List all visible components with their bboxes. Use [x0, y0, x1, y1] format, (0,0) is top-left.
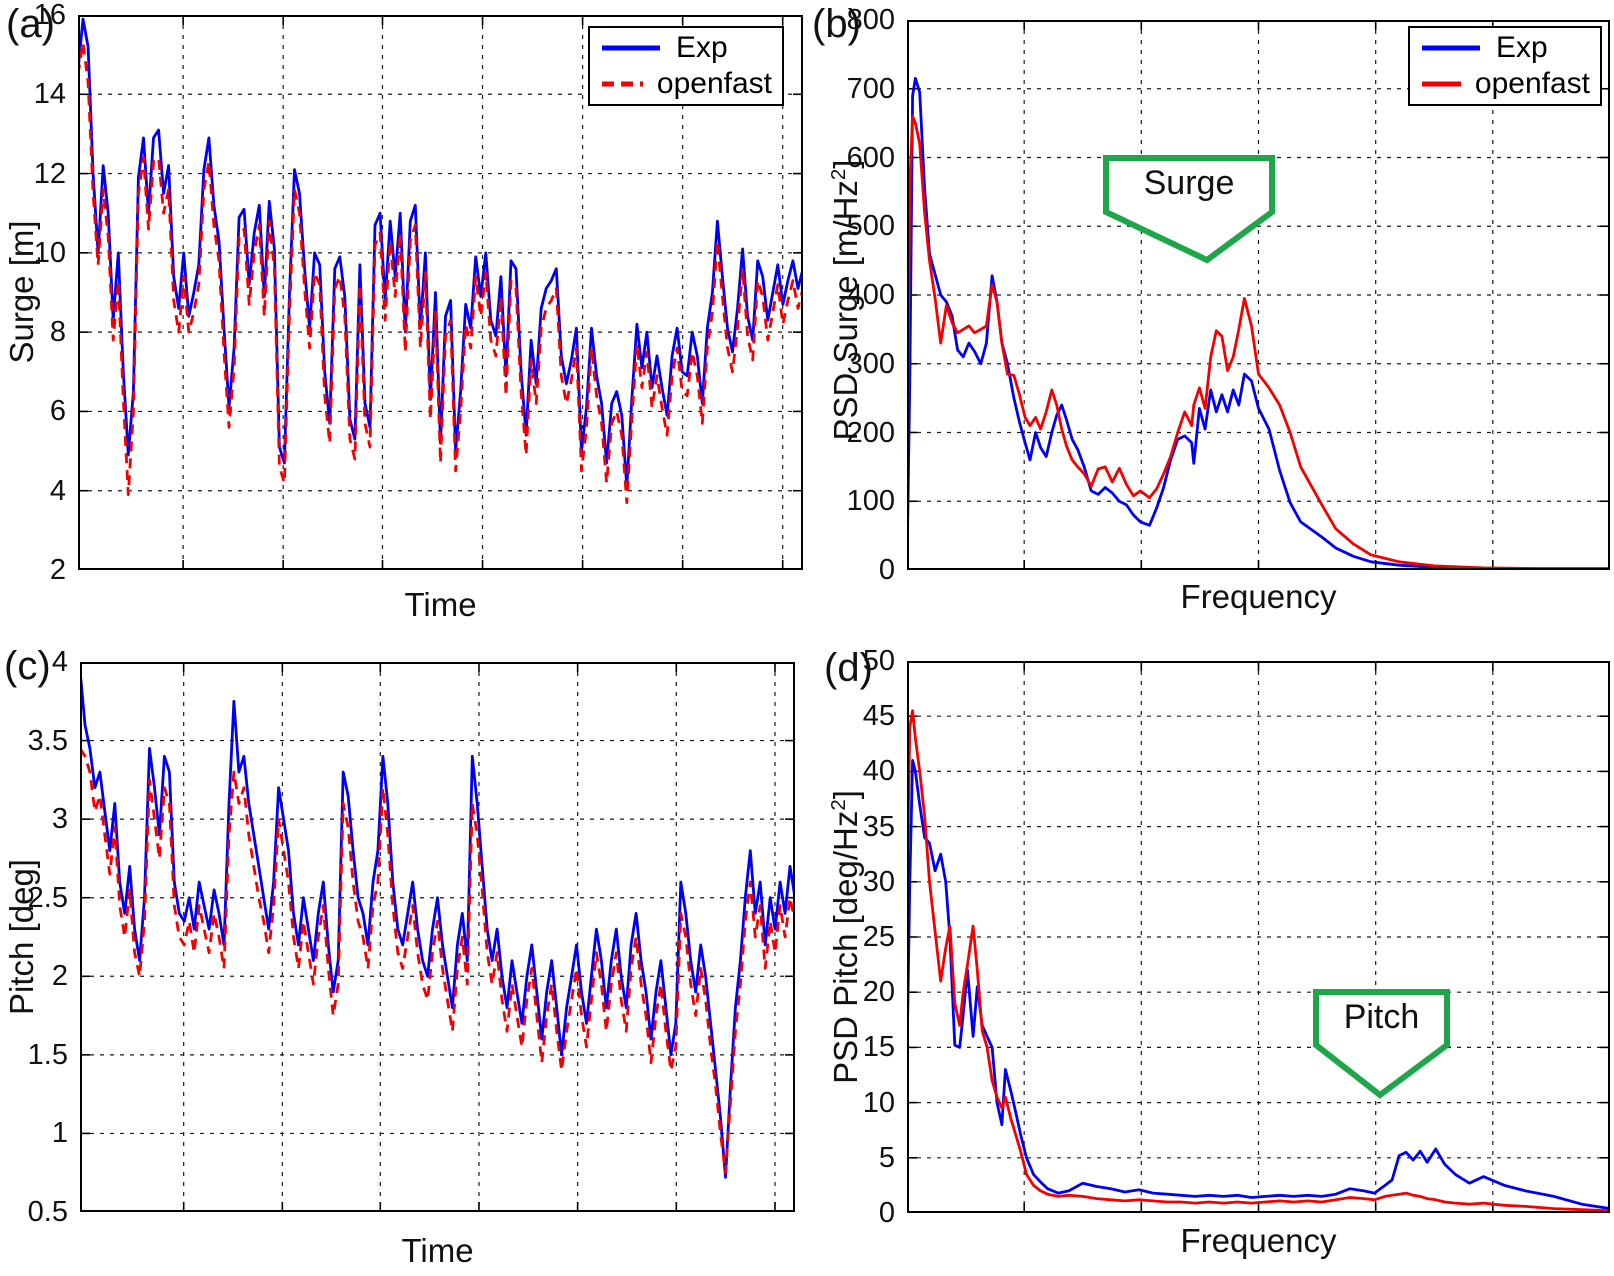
y-tick-label-d: 40	[862, 755, 895, 788]
panel-label-d: (d)	[824, 646, 873, 690]
legend-b: Exp openfast	[1408, 26, 1602, 106]
y-tick-label-a: 4	[49, 474, 66, 507]
y-tick-label-c: 3.5	[27, 724, 68, 757]
y-tick-label-d: 50	[862, 645, 895, 677]
y-tick-label-d: 20	[862, 976, 895, 1009]
y-tick-label-a: 12	[33, 157, 66, 190]
callout-pentagon-icon	[1313, 989, 1450, 1099]
y-tick-label-b: 400	[846, 279, 895, 311]
y-tick-label-a: 6	[49, 395, 66, 428]
y-tick-label-d: 25	[862, 921, 895, 953]
xlabel-frequency-b: Frequency	[1180, 578, 1337, 615]
y-tick-label-d: 0	[878, 1197, 895, 1229]
legend-b-label-exp: Exp	[1496, 31, 1548, 64]
series-openfast-b	[907, 114, 1610, 570]
panel-label-a: (a)	[6, 2, 55, 46]
y-tick-label-c: 2.5	[27, 881, 68, 914]
y-tick-label-a: 2	[49, 554, 66, 586]
annotation-pitch-text: Pitch	[1343, 998, 1420, 1036]
y-tick-label-c: 0.5	[27, 1196, 68, 1228]
y-tick-label-c: 4	[51, 646, 68, 678]
plot-area-d	[907, 661, 1610, 1213]
callout-pentagon-icon	[1103, 155, 1275, 264]
annotation-pitch-callout: Pitch	[1310, 986, 1453, 1101]
y-tick-label-b: 200	[846, 416, 895, 449]
legend-a-label-exp: Exp	[676, 31, 728, 64]
y-tick-label-b: 300	[846, 347, 895, 380]
plot-area-a	[78, 15, 803, 570]
y-tick-label-b: 0	[878, 554, 895, 586]
plot-area-c	[80, 662, 795, 1212]
y-tick-label-c: 1.5	[27, 1038, 68, 1071]
y-tick-label-d: 35	[862, 810, 895, 843]
y-tick-label-a: 16	[33, 0, 66, 31]
y-tick-label-d: 45	[862, 700, 895, 733]
y-tick-label-b: 800	[846, 4, 895, 36]
y-tick-label-d: 30	[862, 865, 895, 898]
y-tick-label-b: 500	[846, 210, 895, 243]
legend-line-exp-icon	[1422, 45, 1480, 51]
y-tick-label-b: 700	[846, 72, 895, 105]
y-tick-label-b: 100	[846, 485, 895, 518]
xlabel-time-c: Time	[401, 1232, 474, 1269]
legend-b-entry-openfast: openfast	[1420, 69, 1590, 99]
panel-label-b: (b)	[812, 2, 861, 46]
series-exp-d	[907, 759, 1610, 1210]
annotation-surge-text: Surge	[1143, 164, 1235, 202]
xlabel-time-a: Time	[404, 586, 477, 623]
legend-b-entry-exp: Exp	[1420, 33, 1590, 63]
legend-line-openfast-icon	[1422, 81, 1461, 87]
y-tick-label-d: 10	[862, 1086, 895, 1119]
y-tick-label-a: 8	[49, 316, 66, 349]
panel-label-c: (c)	[4, 644, 51, 688]
legend-a: Exp openfast	[588, 26, 784, 106]
series-openfast-c	[80, 747, 795, 1175]
y-tick-label-c: 3	[51, 803, 68, 836]
legend-dashed-line-openfast-icon	[602, 81, 643, 87]
y-tick-label-d: 15	[862, 1031, 895, 1064]
y-tick-label-b: 600	[846, 141, 895, 174]
annotation-surge-callout: Surge	[1100, 152, 1278, 267]
legend-a-label-openfast: openfast	[656, 67, 772, 100]
y-tick-label-c: 1	[51, 1117, 68, 1150]
series-exp-b	[907, 77, 1610, 570]
xlabel-frequency-d: Frequency	[1180, 1222, 1337, 1259]
series-openfast-d	[907, 709, 1610, 1213]
series-exp-c	[80, 669, 795, 1179]
legend-a-entry-openfast: openfast	[600, 69, 772, 99]
legend-line-exp-icon	[602, 45, 660, 51]
legend-b-label-openfast: openfast	[1474, 67, 1590, 100]
legend-a-entry-exp: Exp	[600, 33, 772, 63]
y-tick-label-a: 14	[33, 78, 66, 111]
series-openfast-a	[78, 41, 803, 505]
y-tick-label-c: 2	[51, 960, 68, 993]
y-tick-label-d: 5	[878, 1141, 895, 1174]
y-tick-label-a: 10	[33, 236, 66, 269]
